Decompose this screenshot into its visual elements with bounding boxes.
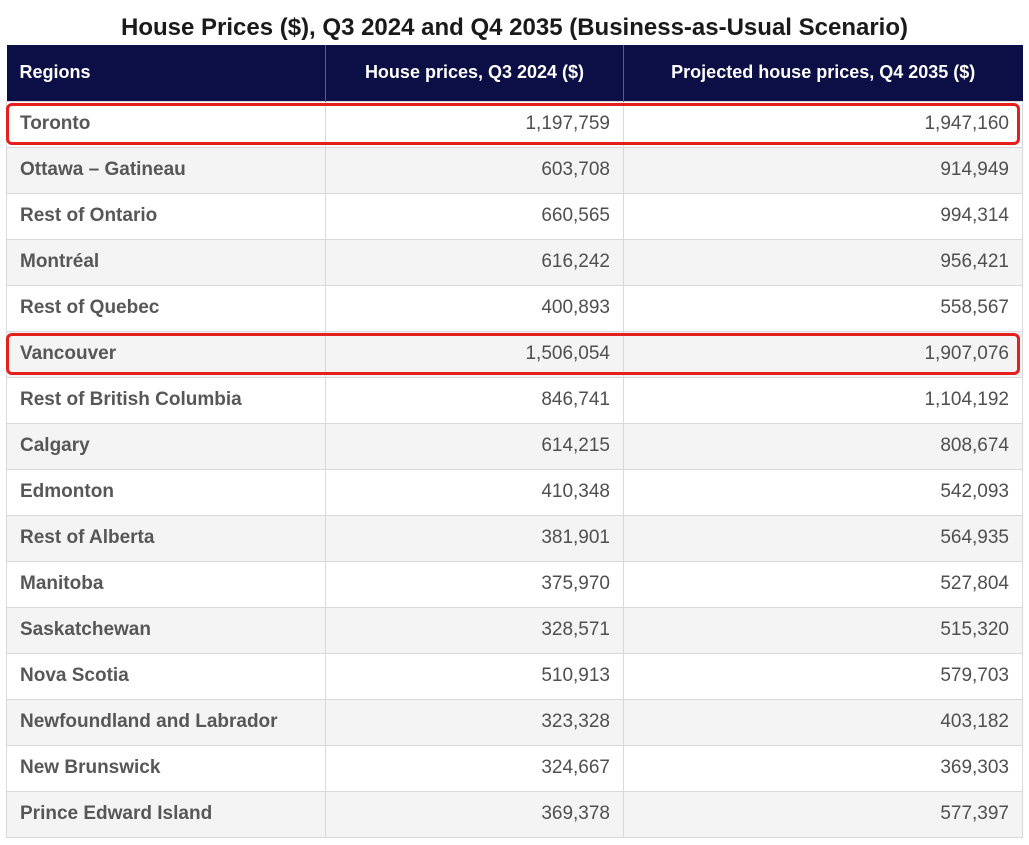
price-q3-2024-cell: 614,215 [325,422,624,470]
price-q4-2035-cell: 1,104,192 [623,376,1023,424]
region-cell: Vancouver [6,330,326,378]
price-q3-2024-cell: 369,378 [325,790,624,838]
region-cell: Manitoba [6,560,326,608]
price-q3-2024-cell: 1,506,054 [325,330,624,378]
price-q3-2024-cell: 603,708 [325,146,624,194]
table-row: Calgary 614,215 808,674 [6,422,1023,470]
table-row: Rest of British Columbia 846,741 1,104,192 [6,376,1023,424]
price-q4-2035-cell: 579,703 [623,652,1023,700]
table-row: Toronto 1,197,759 1,947,160 [6,100,1023,148]
region-cell: Edmonton [6,468,326,516]
table-row: Saskatchewan 328,571 515,320 [6,606,1023,654]
table-row: Rest of Ontario 660,565 994,314 [6,192,1023,240]
price-q4-2035-cell: 1,907,076 [623,330,1023,378]
region-cell: Saskatchewan [6,606,326,654]
table-row: Rest of Quebec 400,893 558,567 [6,284,1023,332]
region-cell: Ottawa – Gatineau [6,146,326,194]
price-q4-2035-cell: 1,947,160 [623,100,1023,148]
house-prices-table: Regions House prices, Q3 2024 ($) Projec… [6,45,1023,838]
table-row: New Brunswick 324,667 369,303 [6,744,1023,792]
price-q3-2024-cell: 510,913 [325,652,624,700]
region-cell: Rest of Alberta [6,514,326,562]
region-cell: Rest of British Columbia [6,376,326,424]
table-row: Montréal 616,242 956,421 [6,238,1023,286]
price-q4-2035-cell: 515,320 [623,606,1023,654]
region-cell: Montréal [6,238,326,286]
table-title: House Prices ($), Q3 2024 and Q4 2035 (B… [120,14,908,41]
price-q3-2024-cell: 375,970 [325,560,624,608]
region-cell: New Brunswick [6,744,326,792]
price-q4-2035-cell: 369,303 [623,744,1023,792]
table-row: Ottawa – Gatineau 603,708 914,949 [6,146,1023,194]
price-q3-2024-cell: 410,348 [325,468,624,516]
table-row: Prince Edward Island 369,378 577,397 [6,790,1023,838]
table-row: Vancouver 1,506,054 1,907,076 [6,330,1023,378]
table-row: Edmonton 410,348 542,093 [6,468,1023,516]
price-q3-2024-cell: 846,741 [325,376,624,424]
price-q3-2024-cell: 323,328 [325,698,624,746]
price-q3-2024-cell: 1,197,759 [325,100,624,148]
region-cell: Nova Scotia [6,652,326,700]
region-cell: Newfoundland and Labrador [6,698,326,746]
price-q4-2035-cell: 558,567 [623,284,1023,332]
table-row: Manitoba 375,970 527,804 [6,560,1023,608]
column-header-q4-2035: Projected house prices, Q4 2035 ($) [623,45,1023,101]
price-q3-2024-cell: 616,242 [325,238,624,286]
price-q4-2035-cell: 994,314 [623,192,1023,240]
price-q4-2035-cell: 527,804 [623,560,1023,608]
table-row: Rest of Alberta 381,901 564,935 [6,514,1023,562]
price-q3-2024-cell: 381,901 [325,514,624,562]
price-q4-2035-cell: 914,949 [623,146,1023,194]
region-cell: Calgary [6,422,326,470]
price-q3-2024-cell: 328,571 [325,606,624,654]
price-q3-2024-cell: 400,893 [325,284,624,332]
price-q4-2035-cell: 564,935 [623,514,1023,562]
price-q3-2024-cell: 660,565 [325,192,624,240]
table-body: Toronto 1,197,759 1,947,160 Ottawa – Gatine… [6,100,1023,838]
region-cell: Rest of Ontario [6,192,326,240]
price-q4-2035-cell: 577,397 [623,790,1023,838]
price-q4-2035-cell: 542,093 [623,468,1023,516]
price-q4-2035-cell: 956,421 [623,238,1023,286]
region-cell: Rest of Quebec [6,284,326,332]
column-header-regions: Regions [6,45,326,101]
region-cell: Prince Edward Island [6,790,326,838]
table-header-row: Regions House prices, Q3 2024 ($) Projec… [6,45,1023,101]
region-cell: Toronto [6,100,326,148]
price-q3-2024-cell: 324,667 [325,744,624,792]
column-header-q3-2024: House prices, Q3 2024 ($) [325,45,624,101]
price-q4-2035-cell: 403,182 [623,698,1023,746]
price-q4-2035-cell: 808,674 [623,422,1023,470]
table-row: Nova Scotia 510,913 579,703 [6,652,1023,700]
table-row: Newfoundland and Labrador 323,328 403,182 [6,698,1023,746]
